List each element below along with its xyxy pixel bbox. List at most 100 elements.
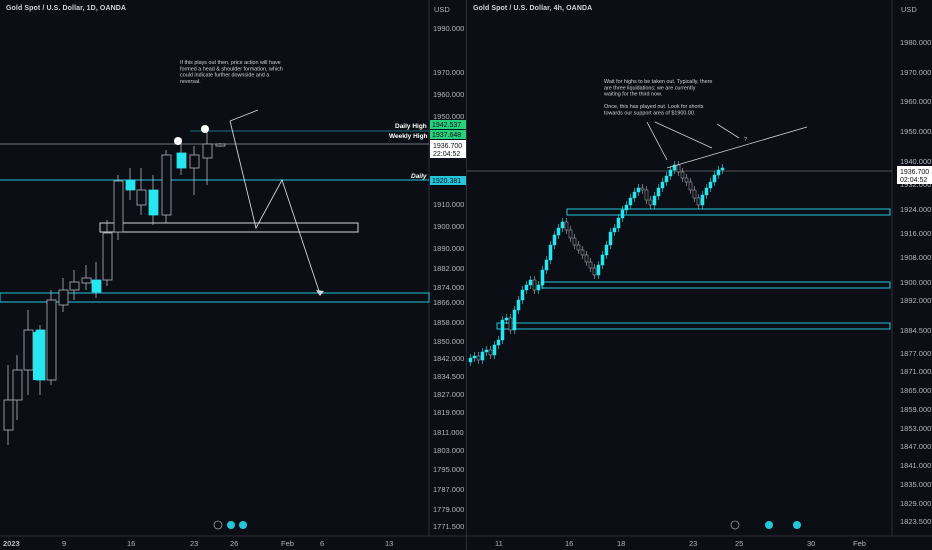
time-tick: 2023 [3,539,20,548]
pointer-arrow [716,123,740,139]
candle-body [58,289,69,306]
price-tick: 1829.000 [900,499,931,508]
candle-body [472,355,477,359]
candle-body [102,232,113,281]
countdown: 02:04:52 [900,177,927,184]
candle-body [688,181,693,191]
candle-body [504,317,509,321]
daily-high-label: Daily High [395,123,427,130]
price-tick: 1841.000 [900,461,931,470]
price-tick: 1811.000 [433,428,464,437]
candle-body [468,357,473,363]
badge-bg [430,130,466,139]
candle-body [113,180,124,233]
price-tick: 1932.000 [900,180,931,189]
price-tick: 1771.500 [433,522,464,531]
price-tick: 1970.000 [433,68,464,77]
time-tick: 26 [230,539,238,548]
candle-body [564,221,569,231]
candle-body [136,189,147,206]
4h-chart-canvas[interactable]: USD 1980.000 1970.000 1960.000 1950.000 1940.… [467,0,932,550]
candle-body [596,264,601,276]
annotation-text: towards our support area of $1900.00. [604,111,695,117]
chart-title: Gold Spot / U.S. Dollar, 1D, OANDA [6,5,127,12]
daily-chart-canvas[interactable]: USD 1990.000 1970.000 1960.000 1950.000 1910.… [0,0,466,550]
candle-body [528,279,533,286]
price-tick: 1910.000 [433,200,464,209]
candle-body [648,199,653,206]
countdown: 22:04:52 [433,151,460,158]
candle-body [700,194,705,206]
candle-body [616,217,621,229]
price-tick: 1882.000 [433,264,464,273]
candle-body [624,204,629,211]
candle-body [604,244,609,256]
annotation-text: Wait for highs to be taken out. Typicall… [604,79,712,85]
candle-body [580,249,585,256]
currency-label: USD [901,5,917,14]
time-tick: Feb [281,539,294,548]
price-tick: 1858.000 [433,318,464,327]
candle-body [33,332,42,380]
candle-body [512,309,517,331]
candle-body [720,167,725,171]
candle-body [676,164,681,173]
current-price: 1936.700 [433,143,462,150]
time-tick: 9 [62,539,66,548]
candle-body [716,169,721,176]
candle-body [520,289,525,301]
candle-body [680,171,685,179]
candle-body [81,277,92,284]
price-tick: 1884.500 [900,326,931,335]
flag-icon [765,521,773,529]
annotation-text: waiting for the third now. [603,92,662,98]
time-tick: 23 [190,539,198,548]
price-tick: 1960.000 [433,90,464,99]
candle-body [488,349,493,356]
time-tick: 13 [385,539,393,548]
price-tick: 1853.000 [900,424,931,433]
weekly-high-value: 1937.648 [432,132,461,139]
candle-body [532,279,537,291]
projection-path [229,120,321,295]
candle-body [684,177,689,183]
support-zone [0,292,430,303]
time-tick: 11 [495,539,503,548]
currency-label: USD [434,5,450,14]
support-zone [541,281,891,289]
annotation-text: Once, this has played out. Look for shor… [604,104,704,110]
price-tick: 1803.000 [433,446,464,455]
chart-title: Gold Spot / U.S. Dollar, 4h, OANDA [473,5,593,12]
time-tick: 25 [735,539,743,548]
candle-body [696,197,701,206]
candle-body [480,351,485,361]
chart-pane-daily[interactable]: Gold Spot / U.S. Dollar, 1D, OANDA USD 19… [0,0,467,550]
price-tick: 1859.000 [900,405,931,414]
candle-body [632,191,637,199]
candle-body [500,319,505,341]
candle-body [516,299,521,311]
weekly-high-label: Weekly High [389,133,428,140]
candle-body [660,181,665,189]
candle-body [640,187,645,191]
price-tick: 1827.000 [433,390,464,399]
price-tick: 1940.000 [900,157,931,166]
annotation-text: If this plays out then, price action wil… [180,60,281,66]
time-tick: 16 [565,539,573,548]
candle-body [612,227,617,233]
candle-body [712,174,717,183]
candle-body [476,355,481,361]
candle-body [540,269,545,286]
annotation-text: formed a head & shoulder formation, whic… [180,66,283,72]
candle-body [576,244,581,251]
candle-body [12,369,23,401]
chart-pane-4h[interactable]: Gold Spot / U.S. Dollar, 4h, OANDA USD 19… [467,0,932,550]
current-price-bg [430,140,466,158]
current-price: 1936.700 [900,169,929,176]
candle-body [600,254,605,266]
daily-value: 1920.381 [432,178,461,185]
price-tick: 1795.000 [433,465,464,474]
price-tick: 1834.500 [433,372,464,381]
price-tick: 1950.000 [900,127,931,136]
neckline-zone [99,222,359,233]
